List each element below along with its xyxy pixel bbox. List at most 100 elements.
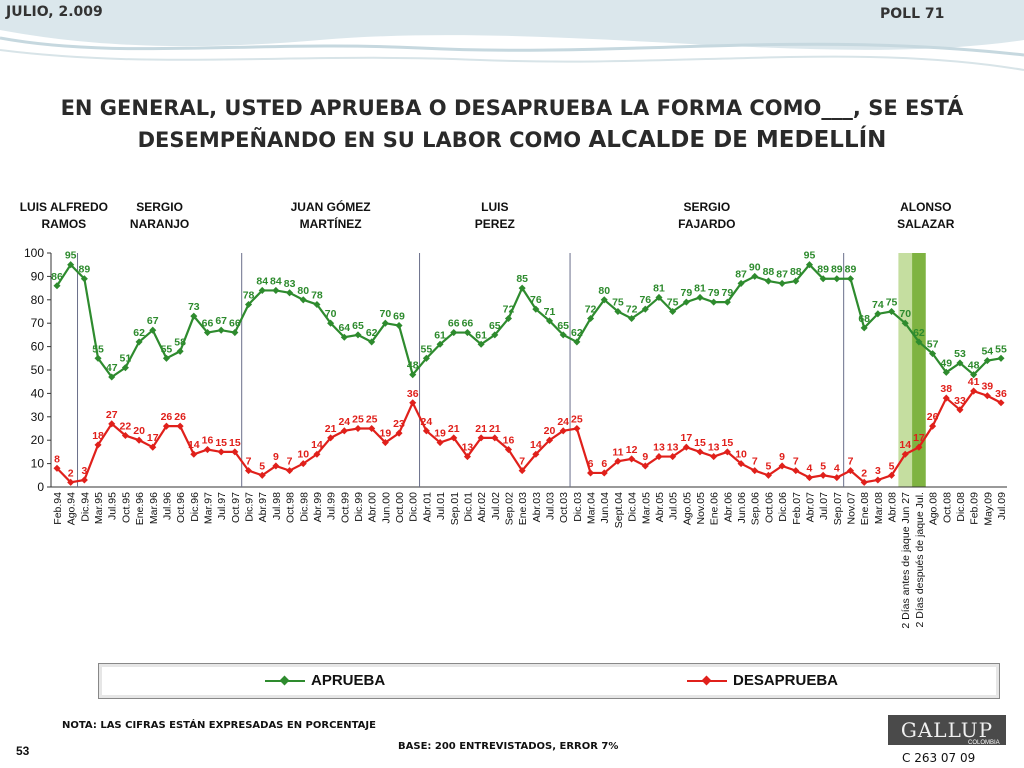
x-tick-label: Abr.06 (722, 492, 734, 523)
data-label-aprueba: 76 (639, 294, 651, 306)
x-tick-label: 2 Días después de jaque Jul. (914, 492, 926, 627)
title-line-2-prefix: DESEMPEÑANDO EN SU LABOR COMO (137, 128, 589, 152)
data-point-aprueba (901, 319, 909, 327)
data-label-desaprueba: 16 (202, 435, 214, 447)
data-point-aprueba (422, 354, 430, 362)
x-tick-label: Ene.03 (517, 492, 529, 525)
x-tick-label: Sep.07 (832, 492, 844, 525)
data-label-desaprueba: 13 (653, 442, 665, 454)
document-code: C 263 07 09 (902, 751, 976, 765)
data-point-aprueba (395, 322, 403, 330)
data-point-aprueba (450, 329, 458, 337)
data-point-desaprueba (149, 443, 157, 451)
data-point-desaprueba (682, 443, 690, 451)
data-label-aprueba: 81 (653, 282, 665, 294)
data-label-desaprueba: 14 (530, 439, 542, 451)
highlight-band (898, 253, 913, 487)
data-label-aprueba: 55 (995, 343, 1007, 355)
data-point-desaprueba (545, 436, 554, 444)
data-label-aprueba: 95 (65, 250, 77, 262)
data-label-desaprueba: 5 (259, 460, 265, 472)
data-point-desaprueba (231, 448, 239, 456)
x-tick-label: Oct.95 (120, 492, 132, 523)
data-point-aprueba (231, 329, 239, 337)
x-tick-label: Mar.97 (202, 492, 214, 524)
data-label-aprueba: 62 (366, 327, 378, 339)
y-tick-label: 10 (31, 457, 45, 471)
data-point-desaprueba (286, 467, 294, 475)
data-label-desaprueba: 9 (273, 451, 279, 463)
data-point-desaprueba (368, 424, 376, 433)
data-label-aprueba: 89 (79, 264, 91, 276)
data-label-desaprueba: 17 (680, 432, 692, 444)
y-tick-label: 30 (31, 410, 45, 424)
x-tick-label: Feb.09 (969, 492, 981, 525)
data-point-desaprueba (600, 469, 608, 477)
data-label-desaprueba: 23 (393, 418, 405, 430)
data-label-desaprueba: 12 (626, 444, 638, 456)
series-line-desaprueba (56, 389, 1002, 484)
x-tick-label: Jul.09 (996, 492, 1008, 520)
data-point-aprueba (751, 272, 759, 280)
data-label-aprueba: 87 (776, 268, 788, 280)
data-point-aprueba (764, 277, 772, 285)
data-label-aprueba: 84 (256, 275, 268, 287)
data-label-desaprueba: 41 (968, 376, 980, 388)
x-tick-label: Nov.07 (846, 492, 858, 525)
data-point-desaprueba (67, 478, 75, 486)
data-label-aprueba: 78 (243, 289, 255, 301)
data-point-desaprueba (327, 434, 335, 442)
data-label-desaprueba: 24 (557, 416, 569, 428)
legend-marker-desaprueba (701, 675, 712, 686)
data-point-aprueba (888, 307, 896, 316)
gallup-logo-subtitle: COLOMBIA (968, 740, 1000, 746)
data-point-aprueba (532, 305, 540, 313)
data-label-aprueba: 72 (585, 304, 597, 316)
data-point-aprueba (80, 275, 88, 283)
x-tick-label: Jul.96 (161, 492, 173, 520)
x-tick-label: Nov.05 (695, 492, 707, 525)
data-label-desaprueba: 3 (81, 465, 87, 477)
data-point-aprueba (491, 331, 499, 339)
data-point-aprueba (983, 357, 991, 365)
data-point-aprueba (518, 284, 526, 292)
y-tick-label: 40 (31, 386, 45, 400)
data-label-desaprueba: 18 (92, 430, 104, 442)
data-point-aprueba (162, 354, 170, 362)
x-tick-label: Dic.94 (79, 492, 91, 522)
data-point-aprueba (846, 275, 855, 283)
data-point-aprueba (299, 296, 307, 304)
data-point-aprueba (819, 275, 827, 283)
data-point-aprueba (135, 338, 143, 346)
data-point-aprueba (245, 300, 253, 309)
y-tick-label: 0 (37, 480, 44, 494)
data-label-desaprueba: 21 (489, 423, 501, 435)
data-point-aprueba (409, 371, 417, 379)
series-line-aprueba (56, 262, 1002, 379)
legend-swatch-desaprueba (687, 675, 727, 686)
data-label-aprueba: 65 (557, 320, 569, 332)
data-label-aprueba: 79 (708, 287, 720, 299)
y-tick-label: 100 (24, 246, 44, 260)
x-tick-label: Jul.98 (271, 492, 283, 520)
data-point-desaprueba (929, 422, 937, 430)
mayor-name-line-1: LUIS ALFREDO (20, 200, 108, 214)
data-label-aprueba: 78 (311, 289, 323, 301)
data-point-aprueba (436, 340, 444, 348)
data-label-aprueba: 67 (215, 315, 227, 327)
data-point-aprueba (696, 293, 704, 301)
data-point-aprueba (655, 293, 663, 301)
data-label-desaprueba: 3 (875, 465, 881, 477)
data-label-desaprueba: 36 (407, 388, 419, 400)
data-label-desaprueba: 5 (820, 460, 826, 472)
data-point-desaprueba (901, 450, 909, 458)
data-point-desaprueba (819, 471, 827, 479)
data-point-desaprueba (217, 448, 225, 456)
data-point-aprueba (340, 333, 348, 341)
data-label-aprueba: 90 (749, 261, 761, 273)
data-label-desaprueba: 24 (338, 416, 350, 428)
x-tick-label: Jul.07 (818, 492, 830, 520)
x-tick-label: Sep.02 (503, 492, 515, 525)
data-label-desaprueba: 21 (475, 423, 487, 435)
data-label-desaprueba: 11 (612, 446, 623, 458)
